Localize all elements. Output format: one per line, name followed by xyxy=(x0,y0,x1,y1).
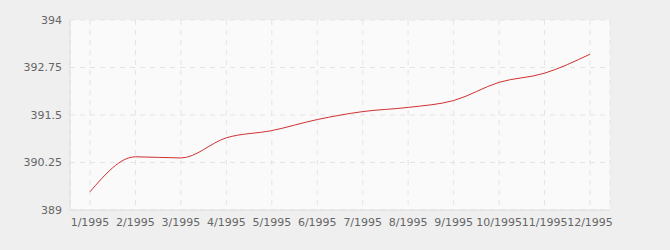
svg-text:11/1995: 11/1995 xyxy=(522,216,568,229)
svg-text:390.25: 390.25 xyxy=(24,156,63,169)
svg-text:5/1995: 5/1995 xyxy=(252,216,291,229)
svg-text:9/1995: 9/1995 xyxy=(434,216,473,229)
svg-text:7/1995: 7/1995 xyxy=(343,216,382,229)
svg-text:10/1995: 10/1995 xyxy=(476,216,522,229)
svg-text:3/1995: 3/1995 xyxy=(162,216,201,229)
svg-text:394: 394 xyxy=(41,14,62,27)
svg-text:4/1995: 4/1995 xyxy=(207,216,246,229)
svg-text:389: 389 xyxy=(41,204,62,217)
svg-text:12/1995: 12/1995 xyxy=(567,216,613,229)
svg-text:2/1995: 2/1995 xyxy=(116,216,155,229)
svg-text:391.5: 391.5 xyxy=(31,109,63,122)
svg-text:392.75: 392.75 xyxy=(24,61,63,74)
svg-text:8/1995: 8/1995 xyxy=(389,216,428,229)
svg-text:6/1995: 6/1995 xyxy=(298,216,337,229)
svg-text:1/1995: 1/1995 xyxy=(71,216,110,229)
